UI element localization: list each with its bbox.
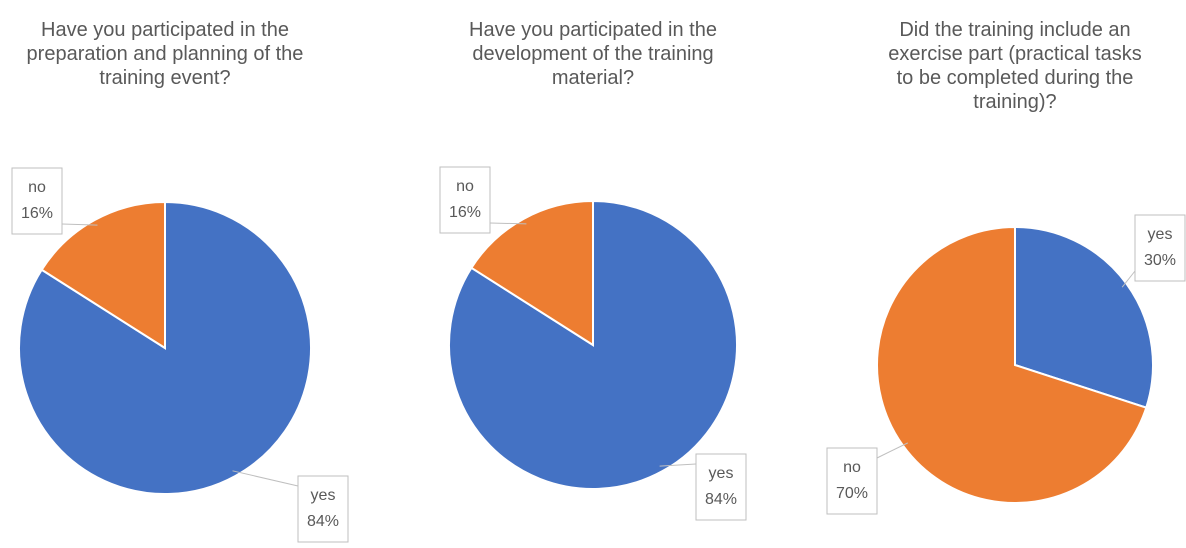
chart-title: Did the training include an exercise par… (888, 19, 1142, 113)
label-box (826, 447, 878, 515)
label-leader (1121, 270, 1136, 288)
data-label-category: yes (311, 487, 336, 504)
data-label-value: 16% (449, 204, 481, 221)
label-leader (876, 442, 909, 459)
chart-title: Have you participated in the preparation… (26, 19, 304, 89)
pie-slice (470, 199, 594, 347)
data-label-category: yes (709, 465, 734, 482)
pie-slice (40, 200, 166, 350)
label-box (297, 475, 349, 543)
chart-title: Have you participated in the development… (469, 19, 717, 89)
label-leader (61, 223, 98, 226)
label-box (1134, 214, 1186, 282)
label-leader (489, 222, 527, 225)
data-label-category: no (843, 459, 861, 476)
label-box (695, 453, 747, 521)
label-box (11, 167, 63, 235)
label-box (439, 166, 491, 234)
data-label-value: 16% (21, 205, 53, 222)
data-label-value: 84% (705, 491, 737, 508)
pie-slice (1014, 225, 1154, 409)
data-label-value: 70% (836, 485, 868, 502)
data-label-category: no (28, 179, 46, 196)
pie-slice (876, 225, 1148, 504)
label-leader (232, 470, 299, 487)
data-label-value: 84% (307, 513, 339, 530)
label-leader (659, 463, 697, 467)
data-label-category: yes (1148, 226, 1173, 243)
data-label-value: 30% (1144, 252, 1176, 269)
data-label-category: no (456, 178, 474, 195)
